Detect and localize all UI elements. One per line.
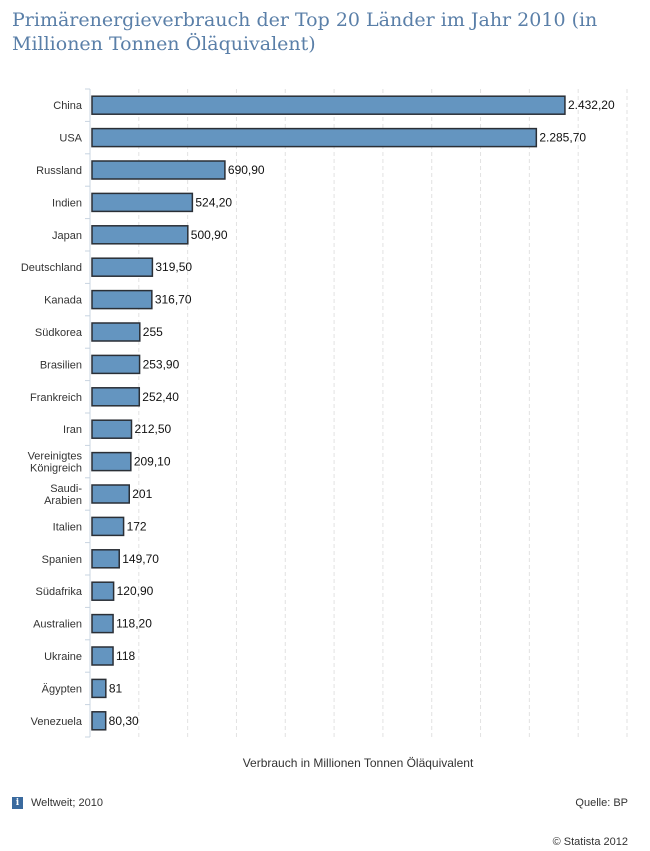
category-label: Deutschland	[21, 262, 82, 274]
bar	[91, 646, 114, 666]
category-label: Vereinigtes Königreich	[28, 451, 83, 475]
data-label: 316,70	[155, 293, 192, 307]
data-label: 81	[109, 681, 123, 695]
data-label: 172	[127, 519, 147, 533]
bar	[91, 613, 114, 634]
bar	[91, 387, 141, 407]
bar	[91, 581, 115, 601]
bar	[91, 484, 130, 504]
category-label: Ukraine	[44, 651, 82, 663]
data-label: 201	[132, 487, 152, 501]
bar	[91, 451, 132, 472]
source-note: Quelle: BP	[575, 797, 628, 809]
category-label: Brasilien	[40, 359, 82, 371]
category-label: Venezuela	[31, 716, 83, 728]
category-label: Spanien	[42, 554, 82, 566]
bar	[91, 225, 189, 245]
data-label: 255	[143, 325, 163, 339]
data-label: 690,90	[228, 163, 265, 177]
bar	[91, 257, 154, 277]
data-label: 500,90	[191, 228, 228, 242]
region-year-note: Weltweit; 2010	[31, 797, 103, 809]
bar	[91, 95, 566, 115]
data-label: 80,30	[109, 714, 139, 728]
category-label: Russland	[36, 165, 82, 177]
data-label: 120,90	[117, 584, 154, 598]
data-label: 118,20	[116, 617, 152, 631]
x-axis-label: Verbrauch in Millionen Tonnen Öläquivale…	[242, 756, 474, 770]
bar	[91, 354, 141, 375]
bar	[91, 678, 107, 699]
data-label: 253,90	[143, 357, 180, 371]
data-label: 319,50	[155, 260, 192, 274]
bar	[91, 322, 141, 342]
data-label: 118	[116, 649, 135, 663]
category-label: Südkorea	[35, 327, 83, 339]
category-label: Indien	[52, 197, 82, 209]
chart-title: Primärenergieverbrauch der Top 20 Länder…	[12, 9, 598, 55]
category-label: Südafrika	[36, 586, 83, 598]
category-label: Ägypten	[42, 683, 82, 695]
data-label: 212,50	[134, 422, 171, 436]
info-note: i Weltweit; 2010	[12, 797, 103, 809]
bar	[91, 549, 120, 569]
data-label: 524,20	[195, 195, 232, 209]
bar	[91, 419, 133, 439]
data-label: 252,40	[142, 390, 179, 404]
bar	[91, 127, 538, 148]
data-label: 209,10	[134, 455, 171, 469]
category-label: Iran	[63, 424, 82, 436]
category-label: China	[53, 100, 83, 112]
data-label: 2.432,20	[568, 98, 615, 112]
category-label: Saudi-Arabien	[44, 483, 82, 507]
bar	[91, 711, 107, 731]
bar	[91, 160, 226, 180]
data-label: 149,70	[122, 552, 159, 566]
info-icon[interactable]: i	[12, 797, 23, 809]
category-label: Kanada	[44, 295, 83, 307]
category-label: Italien	[53, 521, 82, 533]
bar	[91, 192, 194, 213]
category-label: Frankreich	[30, 392, 82, 404]
data-label: 2.285,70	[539, 131, 586, 145]
bar	[91, 289, 153, 310]
category-label: Japan	[52, 230, 82, 242]
bar	[91, 516, 125, 537]
category-label: Australien	[33, 619, 82, 631]
bar-chart: 2.432,20 China 2.285,70 USA 690,90 Russland 52…	[21, 88, 628, 738]
copyright: © Statista 2012	[552, 836, 628, 848]
category-label: USA	[59, 133, 82, 145]
